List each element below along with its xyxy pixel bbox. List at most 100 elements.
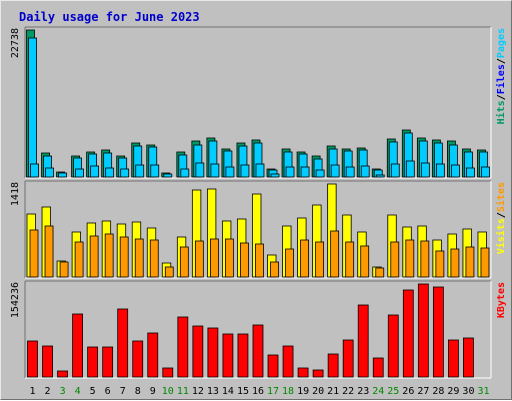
bar-kbytes-19 <box>297 367 309 378</box>
bar-pages-24 <box>375 174 385 178</box>
bar-sites-10 <box>164 266 174 278</box>
bar-sites-2 <box>44 225 54 278</box>
bar-kbytes-23 <box>357 304 369 378</box>
bar-pages-23 <box>360 165 370 178</box>
x-tick-15: 15 <box>237 386 249 397</box>
panel-visits: 1418 Visits/Sites <box>10 180 507 279</box>
x-tick-10: 10 <box>162 386 174 397</box>
bar-pages-22 <box>345 166 355 178</box>
bar-pages-25 <box>390 163 400 178</box>
bar-pages-28 <box>435 163 445 178</box>
bar-sites-14 <box>225 238 234 278</box>
x-tick-18: 18 <box>282 386 294 397</box>
bar-kbytes-30 <box>463 337 474 378</box>
panel-kbytes: 154236 KBytes <box>10 280 507 379</box>
x-tick-8: 8 <box>135 386 141 397</box>
x-tick-28: 28 <box>432 386 444 397</box>
bar-pages-27 <box>420 162 430 178</box>
bar-pages-15 <box>240 164 250 178</box>
bar-sites-25 <box>390 241 400 278</box>
bar-sites-3 <box>59 261 69 278</box>
chart-title: Daily usage for June 2023 <box>19 10 200 24</box>
bar-pages-17 <box>270 173 280 178</box>
bar-sites-9 <box>149 239 159 278</box>
bar-kbytes-21 <box>327 353 339 378</box>
bar-sites-29 <box>450 248 460 278</box>
bars-hits <box>26 29 490 178</box>
bar-kbytes-26 <box>402 289 414 378</box>
bar-sites-11 <box>179 246 189 278</box>
bar-pages-2 <box>45 167 54 178</box>
x-axis-labels: 1 2 3 4 5 6 7 8 9 10 11 12 13 14 15 16 17 18 19 20 21 22 23 24 2… <box>30 386 490 397</box>
bar-sites-20 <box>315 241 325 278</box>
bar-pages-12 <box>195 162 205 178</box>
legend-item-hits: Hits <box>495 100 507 124</box>
x-tick-30: 30 <box>462 386 474 397</box>
bar-sites-23 <box>360 245 370 278</box>
bar-kbytes-20 <box>312 369 324 378</box>
bar-sites-17 <box>270 261 279 278</box>
x-tick-6: 6 <box>105 386 111 397</box>
legend-hits: Hits/Files/Pages <box>495 28 507 124</box>
bar-kbytes-11 <box>177 316 189 378</box>
bar-pages-6 <box>105 167 115 178</box>
bar-files-10 <box>163 173 173 178</box>
x-tick-9: 9 <box>150 386 156 397</box>
x-tick-23: 23 <box>357 386 369 397</box>
bar-sites-1 <box>29 229 39 278</box>
x-tick-2: 2 <box>45 386 51 397</box>
x-tick-11: 11 <box>177 386 189 397</box>
bar-sites-28 <box>435 250 445 278</box>
bars-visits <box>26 183 490 278</box>
y-tick-hits: 22738 <box>10 28 21 58</box>
bar-sites-27 <box>420 240 430 278</box>
x-tick-26: 26 <box>402 386 414 397</box>
y-tick-kbytes: 154236 <box>10 282 21 318</box>
bar-sites-12 <box>194 240 204 278</box>
bar-kbytes-5 <box>87 346 99 378</box>
bar-sites-30 <box>465 246 475 278</box>
bar-sites-5 <box>89 235 99 278</box>
x-tick-31: 31 <box>477 386 489 397</box>
bar-kbytes-14 <box>222 333 234 378</box>
bars-kbytes <box>27 283 474 378</box>
bar-kbytes-22 <box>342 339 354 378</box>
legend-item-sites: Sites <box>495 182 507 212</box>
bar-sites-21 <box>330 230 340 278</box>
bar-kbytes-27 <box>417 283 429 378</box>
bar-kbytes-4 <box>72 313 83 378</box>
legend-kbytes: KBytes <box>496 282 507 318</box>
bar-pages-19 <box>300 166 310 178</box>
x-tick-5: 5 <box>90 386 96 397</box>
bar-kbytes-12 <box>192 325 204 378</box>
bar-kbytes-10 <box>162 367 174 378</box>
legend-separator: / <box>496 58 507 64</box>
bar-pages-13 <box>210 163 220 178</box>
legend-item-pages: Pages <box>496 28 507 58</box>
bar-pages-18 <box>285 166 295 178</box>
x-tick-27: 27 <box>417 386 429 397</box>
bar-kbytes-18 <box>282 345 294 378</box>
bar-sites-16 <box>255 243 264 278</box>
bar-sites-4 <box>74 241 84 278</box>
bar-kbytes-6 <box>102 346 114 378</box>
x-tick-7: 7 <box>120 386 126 397</box>
legend-item-kbytes: KBytes <box>496 282 507 318</box>
x-tick-29: 29 <box>447 386 459 397</box>
bar-pages-4 <box>75 168 84 178</box>
x-tick-19: 19 <box>297 386 309 397</box>
x-tick-20: 20 <box>312 386 324 397</box>
bar-sites-24 <box>375 267 385 278</box>
bar-kbytes-15 <box>237 333 249 378</box>
bar-files-3 <box>58 172 67 178</box>
bar-pages-5 <box>90 165 100 178</box>
x-tick-16: 16 <box>252 386 264 397</box>
bar-kbytes-9 <box>147 332 159 378</box>
bar-sites-18 <box>285 248 294 278</box>
bar-kbytes-1 <box>27 340 38 378</box>
bar-kbytes-8 <box>132 340 144 378</box>
bar-sites-7 <box>119 236 129 278</box>
